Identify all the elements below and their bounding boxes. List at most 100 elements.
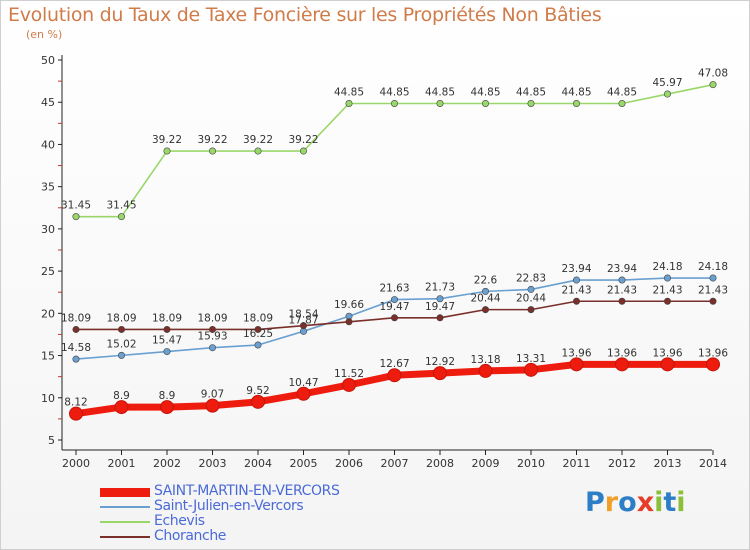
x-tick-label: 2001 (108, 457, 136, 470)
y-tick-label: 30 (41, 223, 55, 236)
data-point (118, 351, 126, 359)
x-tick-label: 2003 (199, 457, 227, 470)
data-label: 44.85 (516, 86, 546, 98)
data-point (572, 99, 580, 107)
data-point (118, 325, 126, 333)
data-point (387, 368, 402, 383)
data-point (205, 398, 220, 413)
data-point (618, 297, 626, 305)
x-tick-label: 2008 (426, 457, 454, 470)
data-label: 44.85 (607, 86, 637, 98)
y-tick-label: 15 (41, 350, 55, 363)
x-tick-label: 2014 (699, 457, 727, 470)
data-label: 16.25 (243, 328, 273, 340)
data-label: 13.96 (652, 347, 682, 359)
data-label: 39.22 (243, 134, 273, 146)
logo-letter: i (676, 487, 686, 518)
data-label: 18.09 (197, 312, 227, 324)
data-point (709, 297, 717, 305)
data-label: 8.12 (64, 397, 87, 409)
y-tick-label: 40 (41, 138, 55, 151)
data-label: 39.22 (288, 134, 318, 146)
data-label: 13.96 (607, 347, 637, 359)
data-point (481, 287, 489, 295)
data-point (390, 296, 398, 304)
data-label: 13.96 (698, 347, 728, 359)
data-label: 21.43 (607, 284, 637, 296)
logo-letter: r (604, 487, 619, 518)
y-tick-label: 25 (41, 265, 55, 278)
data-label: 20.44 (516, 293, 546, 305)
data-label: 21.63 (379, 283, 409, 295)
data-label: 20.44 (470, 293, 500, 305)
y-tick-label: 5 (48, 434, 55, 447)
data-label: 44.85 (470, 86, 500, 98)
y-tick-label: 35 (41, 181, 55, 194)
data-point (163, 325, 171, 333)
logo-letter: t (663, 487, 677, 518)
x-tick-label: 2009 (472, 457, 500, 470)
x-tick-label: 2012 (608, 457, 636, 470)
data-point (72, 355, 80, 363)
data-point (345, 99, 353, 107)
data-point (527, 285, 535, 293)
data-label: 44.85 (334, 86, 364, 98)
data-point (436, 99, 444, 107)
x-tick-label: 2000 (62, 457, 90, 470)
data-label: 31.45 (61, 200, 91, 212)
logo-letter: x (636, 487, 655, 518)
x-tick-label: 2006 (335, 457, 363, 470)
data-point (663, 274, 671, 282)
data-label: 21.43 (698, 284, 728, 296)
legend-label: SAINT-MARTIN-EN-VERCORS (154, 483, 340, 499)
data-point (527, 99, 535, 107)
legend-swatch (100, 487, 150, 497)
x-tick-label: 2011 (563, 457, 591, 470)
legend-label: Choranche (154, 528, 227, 544)
y-tick-label: 10 (41, 392, 55, 405)
data-label: 24.18 (698, 261, 728, 273)
data-label: 22.83 (516, 272, 546, 284)
x-tick-label: 2010 (517, 457, 545, 470)
data-label: 13.18 (470, 354, 500, 366)
data-point (254, 341, 262, 349)
data-label: 23.94 (607, 263, 637, 275)
data-point (709, 274, 717, 282)
data-point (569, 357, 584, 372)
data-point (163, 348, 171, 356)
data-label: 12.67 (379, 358, 409, 370)
data-point (618, 99, 626, 107)
logo-letter: o (618, 487, 637, 518)
data-point (706, 357, 720, 372)
logo-letter: i (654, 487, 664, 518)
data-label: 15.02 (106, 338, 136, 350)
data-label: 24.18 (652, 261, 682, 273)
legend-swatch (100, 521, 150, 523)
data-label: 9.52 (246, 385, 269, 397)
data-point (163, 147, 171, 155)
data-point (69, 406, 83, 421)
data-label: 18.09 (243, 312, 273, 324)
data-label: 45.97 (652, 77, 682, 89)
data-point (345, 318, 353, 326)
x-tick-label: 2013 (654, 457, 682, 470)
data-point (209, 344, 217, 352)
data-point (436, 295, 444, 303)
legend-swatch (100, 536, 150, 538)
data-point (615, 357, 629, 372)
data-point (72, 325, 80, 333)
data-label: 44.85 (425, 86, 455, 98)
data-label: 44.85 (561, 86, 591, 98)
data-point (390, 99, 398, 107)
y-tick-label: 20 (41, 307, 55, 320)
data-label: 18.09 (152, 312, 182, 324)
data-label: 21.43 (652, 284, 682, 296)
data-point (342, 377, 356, 392)
data-label: 47.08 (698, 68, 728, 80)
data-point (709, 81, 717, 89)
data-point (114, 400, 129, 415)
x-tick-label: 2004 (244, 457, 272, 470)
data-label: 19.66 (334, 299, 364, 311)
